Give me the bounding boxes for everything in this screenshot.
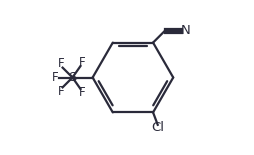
Text: F: F bbox=[78, 86, 85, 99]
Text: N: N bbox=[180, 24, 189, 38]
Text: F: F bbox=[78, 56, 85, 69]
Text: F: F bbox=[57, 57, 64, 70]
Text: Cl: Cl bbox=[151, 121, 164, 134]
Text: F: F bbox=[57, 85, 64, 98]
Text: F: F bbox=[52, 71, 58, 84]
Text: S: S bbox=[68, 71, 76, 84]
